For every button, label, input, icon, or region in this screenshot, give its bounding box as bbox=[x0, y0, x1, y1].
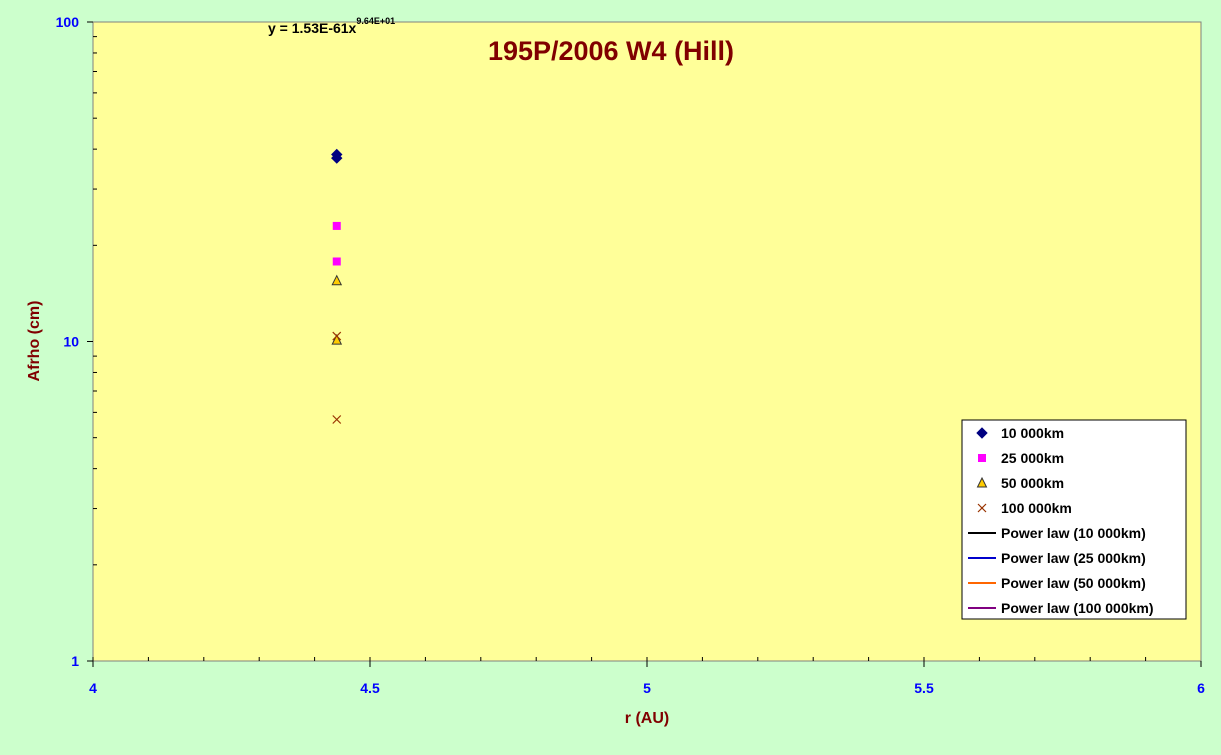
chart-title: 195P/2006 W4 (Hill) bbox=[488, 36, 734, 66]
legend-label: Power law (50 000km) bbox=[1001, 575, 1146, 591]
legend-label: Power law (100 000km) bbox=[1001, 600, 1154, 616]
legend-entry: 50 000km bbox=[976, 475, 1064, 491]
data-point-series-1 bbox=[332, 257, 341, 266]
legend-items: 10 000km 25 000km 50 000km 100 000km Power l… bbox=[968, 425, 1154, 616]
x-tick-label: 4.5 bbox=[360, 680, 380, 696]
y-tick-label: 10 bbox=[63, 334, 79, 350]
legend-label: Power law (25 000km) bbox=[1001, 550, 1146, 566]
legend-symbol bbox=[976, 476, 988, 488]
y-tick-label: 1 bbox=[71, 653, 79, 669]
data-point-series-1 bbox=[332, 221, 341, 230]
data-point-series-2 bbox=[331, 334, 343, 345]
legend-label: 25 000km bbox=[1001, 450, 1064, 466]
trendline-equation: y = 1.53E-61x9.64E+01 bbox=[268, 16, 395, 36]
legend-symbol bbox=[976, 427, 988, 439]
data-point-series-2 bbox=[331, 274, 343, 286]
legend-entry: Power law (50 000km) bbox=[968, 575, 1146, 591]
legend-entry: Power law (25 000km) bbox=[968, 550, 1146, 566]
legend-box bbox=[961, 419, 1187, 620]
x-tick-label: 5.5 bbox=[914, 680, 934, 696]
legend-symbol bbox=[977, 503, 987, 513]
y-tick-label: 100 bbox=[56, 14, 80, 30]
legend-label: 10 000km bbox=[1001, 425, 1064, 441]
legend: 10 000km 25 000km 50 000km 100 000km Power l… bbox=[961, 419, 1187, 620]
legend-entry: 100 000km bbox=[977, 500, 1072, 516]
legend-entry: Power law (100 000km) bbox=[968, 600, 1154, 616]
data-point-series-0 bbox=[331, 152, 343, 164]
x-axis-label: r (AU) bbox=[625, 710, 669, 727]
legend-label: Power law (10 000km) bbox=[1001, 525, 1146, 541]
x-tick-label: 6 bbox=[1197, 680, 1205, 696]
data-point-series-3 bbox=[332, 331, 342, 341]
equation-base: y = 1.53E-61x bbox=[268, 20, 357, 36]
data-point-series-3 bbox=[332, 415, 342, 424]
legend-symbol bbox=[978, 454, 986, 462]
legend-label: 100 000km bbox=[1001, 500, 1072, 516]
equation-exponent: 9.64E+01 bbox=[356, 16, 395, 26]
data-points bbox=[331, 148, 343, 424]
x-tick-label: 4 bbox=[89, 680, 97, 696]
legend-label: 50 000km bbox=[1001, 475, 1064, 491]
legend-entry: 25 000km bbox=[978, 450, 1064, 466]
axis-ticks: 4 4.5 5 5.5 6 1 10 100 bbox=[56, 14, 1205, 696]
y-axis-label: Afrho (cm) bbox=[26, 301, 43, 382]
legend-entry: Power law (10 000km) bbox=[968, 525, 1146, 541]
legend-entry: 10 000km bbox=[976, 425, 1064, 441]
x-tick-label: 5 bbox=[643, 680, 651, 696]
